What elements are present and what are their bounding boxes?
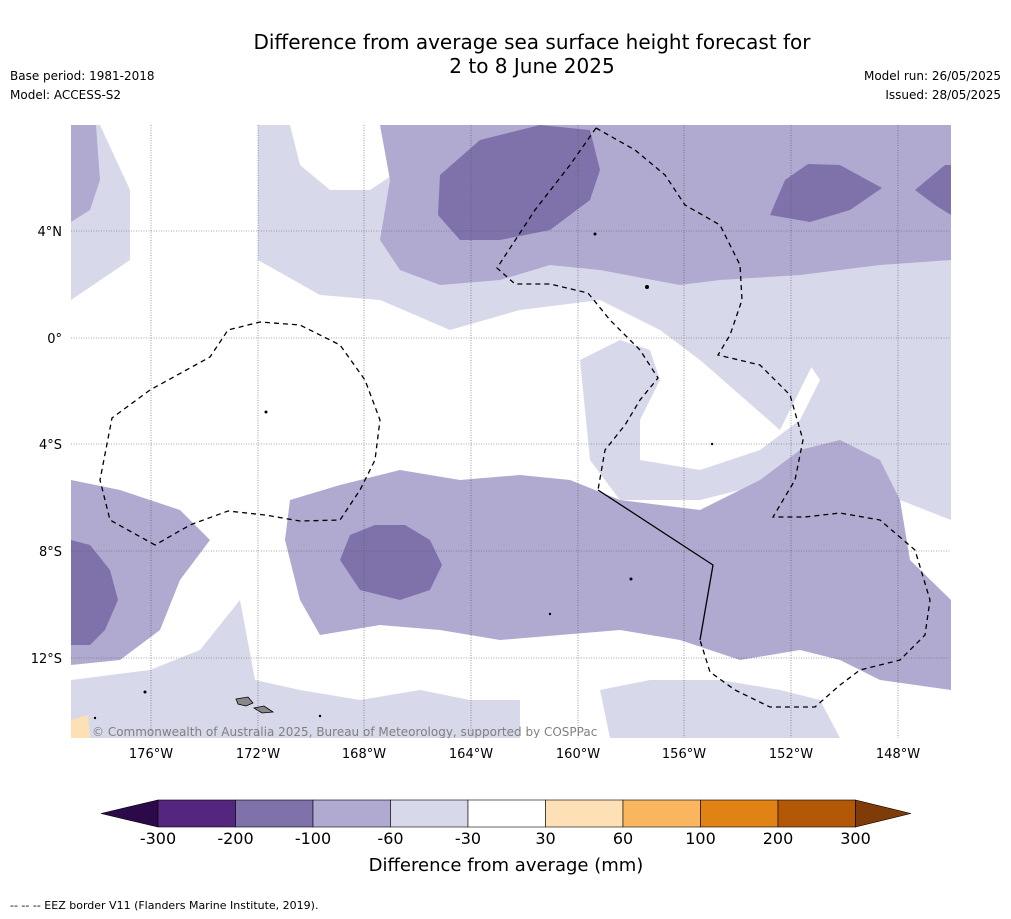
map-area: © Commonwealth of Australia 2025, Bureau…	[71, 125, 951, 739]
lon-label: 148°W	[876, 747, 920, 762]
lat-axis: 4°N 0° 4°S 8°S 12°S	[31, 225, 62, 667]
lon-label: 152°W	[769, 747, 813, 762]
contour-dark-southwest	[71, 540, 118, 645]
island-dot	[593, 232, 597, 236]
lat-label: 0°	[47, 332, 62, 347]
contour-positive-patch	[71, 715, 90, 738]
colorbar-swatch	[545, 799, 624, 828]
colorbar-swatch	[312, 799, 391, 828]
island-dot	[93, 716, 97, 720]
island-samoa	[235, 696, 254, 707]
lon-label: 176°W	[129, 747, 173, 762]
contour-dark-northeast	[770, 164, 882, 222]
contour-lavender-south	[285, 440, 951, 690]
colorbar-title: Difference from average (mm)	[369, 855, 644, 876]
model-name: Model: ACCESS-S2	[10, 88, 122, 102]
colorbar: -300 -200 -100 -60 -30 30 60 100 200 300…	[100, 799, 912, 876]
contour-dark-north	[438, 125, 600, 240]
lon-label: 168°W	[342, 747, 386, 762]
lat-label: 12°S	[31, 652, 62, 667]
meta-right: Model run: 26/05/2025 Issued: 28/05/2025	[864, 67, 1001, 105]
contour-lavender-northwest	[71, 125, 100, 222]
island-samoa-small	[252, 705, 275, 714]
colorbar-swatch	[777, 799, 856, 828]
title-line-2: 2 to 8 June 2025	[449, 54, 615, 78]
colorbar-tick: -200	[217, 829, 253, 848]
colorbar-swatch	[235, 799, 314, 828]
chart-title: Difference from average sea surface heig…	[0, 30, 1011, 78]
title-line-1: Difference from average sea surface heig…	[253, 30, 811, 54]
island-dot	[548, 612, 552, 616]
lon-axis: 176°W 172°W 168°W 164°W 160°W 156°W 152°…	[129, 747, 920, 762]
colorbar-tick: 60	[613, 829, 633, 848]
eez-border-solid	[597, 489, 714, 641]
colorbar-tick: 100	[685, 829, 716, 848]
colorbar-tick: 300	[840, 829, 871, 848]
copyright-notice: © Commonwealth of Australia 2025, Bureau…	[92, 725, 597, 739]
island-dot	[629, 577, 633, 581]
lat-label: 4°N	[38, 225, 63, 240]
colorbar-swatch	[622, 799, 701, 828]
eez-border-tokelau	[496, 127, 659, 491]
contour-white-south	[71, 315, 580, 500]
colorbar-tick: 30	[535, 829, 555, 848]
island-dot	[264, 410, 268, 414]
issued-date: Issued: 28/05/2025	[885, 88, 1001, 102]
lat-label: 8°S	[39, 545, 62, 560]
contour-dark-south	[340, 525, 442, 600]
colorbar-swatch	[390, 799, 469, 828]
colorbar-ticks: -300 -200 -100 -60 -30 30 60 100 200 300	[140, 829, 871, 848]
eez-border-kiribati-line	[595, 127, 931, 708]
colorbar-swatch	[700, 799, 779, 828]
colorbar-extend-high	[855, 799, 912, 828]
model-run: Model run: 26/05/2025	[863, 69, 1001, 83]
meta-left: Base period: 1981-2018 Model: ACCESS-S2	[10, 67, 155, 105]
colorbar-tick: 200	[763, 829, 794, 848]
base-period: Base period: 1981-2018	[10, 69, 155, 83]
eez-borders	[99, 127, 931, 708]
colorbar-extend-low	[100, 799, 159, 828]
eez-border-kiribati-phoenix	[99, 321, 381, 546]
lat-label: 4°S	[39, 438, 62, 453]
colorbar-tick: -60	[377, 829, 403, 848]
colorbar-swatch	[157, 799, 236, 828]
island-dot	[318, 714, 322, 718]
colorbar-tick: -30	[455, 829, 481, 848]
island-dot	[710, 442, 714, 446]
lon-label: 156°W	[662, 747, 706, 762]
gridlines	[71, 125, 951, 738]
island-dot	[645, 285, 649, 289]
island-dot	[143, 690, 147, 694]
colorbar-swatch	[467, 799, 546, 828]
footnote-eez: -- -- -- EEZ border V11 (Flanders Marine…	[10, 899, 319, 912]
lon-label: 172°W	[236, 747, 280, 762]
lon-label: 160°W	[556, 747, 600, 762]
contour-dark-east-edge	[915, 165, 951, 215]
lon-label: 164°W	[449, 747, 493, 762]
colorbar-tick: -300	[140, 829, 176, 848]
colorbar-tick: -100	[295, 829, 331, 848]
